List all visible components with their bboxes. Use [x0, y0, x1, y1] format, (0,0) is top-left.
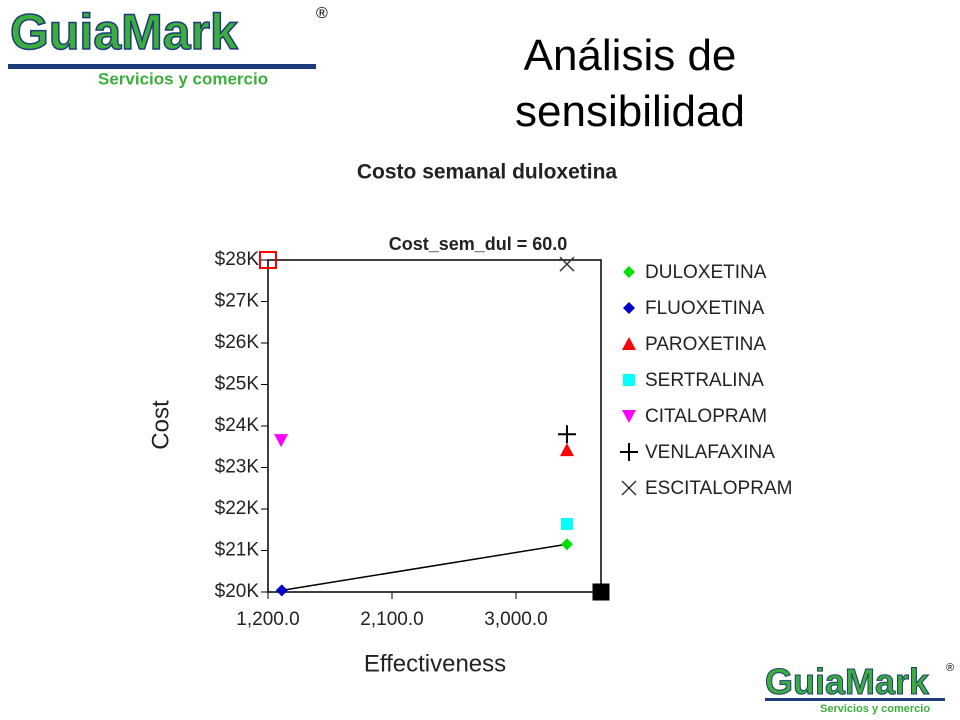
y-tick-label: $21K: [215, 540, 260, 561]
marker: [557, 425, 576, 444]
x-axis-title: Effectiveness: [364, 650, 506, 677]
legend-marker: [620, 443, 638, 461]
legend-label: VENLAFAXINA: [645, 442, 775, 463]
logo-top: GuiaMark ® Servicios y comercio: [8, 3, 328, 88]
y-axis-title: Cost: [147, 400, 174, 450]
marker: [560, 538, 573, 551]
legend-label: ESCITALOPRAM: [645, 478, 792, 499]
marker: [274, 434, 289, 448]
corner-marker: [592, 583, 610, 601]
legend-label: CITALOPRAM: [645, 406, 767, 427]
x-tick-label: 3,000.0: [484, 609, 547, 630]
y-tick-label: $25K: [215, 374, 260, 395]
corner-marker: [259, 251, 277, 269]
marker: [275, 584, 288, 597]
legend-label: SERTRALINA: [645, 370, 764, 391]
y-tick-label: $23K: [215, 457, 260, 478]
slide-title: Análisis de sensibilidad: [515, 31, 745, 136]
chart-subtitle: Cost_sem_dul = 60.0: [389, 234, 568, 254]
legend-marker: [623, 302, 635, 314]
logo-registered: ®: [316, 5, 328, 22]
y-tick-label: $24K: [215, 415, 260, 436]
y-tick-label: $28K: [215, 249, 260, 270]
legend-label: DULOXETINA: [645, 262, 767, 283]
legend-label: PAROXETINA: [645, 334, 766, 355]
chart-title: Costo semanal duloxetina: [357, 161, 618, 184]
marker: [559, 256, 575, 272]
logo-brand: GuiaMark: [10, 4, 238, 60]
logo-bottom: GuiaMark ® Servicios y comercio: [765, 660, 955, 715]
marker: [559, 443, 574, 457]
legend-marker: [621, 480, 637, 496]
x-tick-label: 1,200.0: [236, 609, 299, 630]
logo-tagline: Servicios y comercio: [98, 69, 268, 88]
legend-marker: [622, 337, 636, 350]
legend-marker: [623, 266, 635, 278]
y-tick-label: $20K: [215, 581, 260, 602]
plot-frame: [267, 259, 602, 593]
legend-marker: [623, 374, 635, 386]
legend-marker: [622, 410, 636, 423]
x-tick-label: 2,100.0: [360, 609, 423, 630]
frontier-line: [281, 543, 568, 592]
logo-registered: ®: [946, 662, 954, 674]
logo-bar: [765, 698, 945, 701]
marker: [560, 517, 573, 530]
logo-bar: [8, 64, 316, 69]
logo-brand: GuiaMark: [765, 661, 930, 702]
y-tick-label: $22K: [215, 498, 260, 519]
logo-tagline: Servicios y comercio: [820, 703, 930, 715]
y-tick-label: $27K: [215, 291, 260, 312]
legend-label: FLUOXETINA: [645, 298, 765, 319]
y-tick-label: $26K: [215, 332, 260, 353]
